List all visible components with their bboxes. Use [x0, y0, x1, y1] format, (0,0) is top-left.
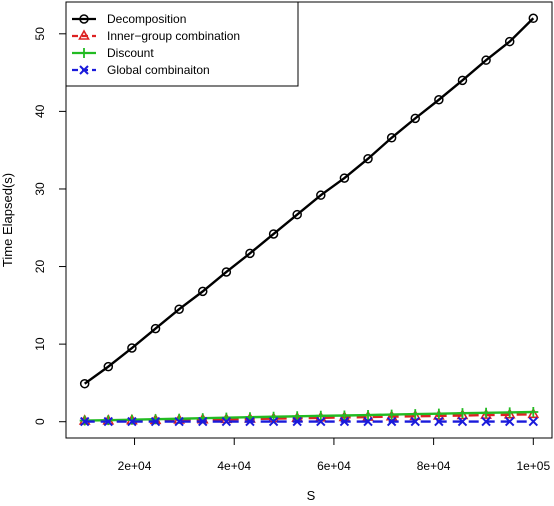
data-point: [316, 416, 326, 427]
series-line: [84, 413, 534, 423]
y-tick-label: 20: [33, 260, 47, 274]
data-point: [410, 409, 421, 420]
data-point: [481, 407, 492, 418]
data-point: [103, 416, 114, 427]
legend-box: [65, 1, 299, 87]
data-point: [150, 416, 161, 427]
legend-label: Decomposition: [107, 12, 186, 26]
data-point: [268, 416, 279, 427]
data-point: [127, 416, 137, 427]
data-point: [504, 407, 515, 418]
data-point: [339, 416, 350, 427]
y-tick-label: 30: [33, 182, 47, 196]
legend-item: Decomposition: [72, 12, 186, 26]
data-point: [197, 286, 208, 297]
legend: Decomposition Inner−group combination Disc…: [65, 1, 299, 87]
data-point: [198, 416, 208, 427]
y-tick-label: 50: [33, 27, 47, 41]
y-tick-label: 40: [33, 104, 47, 118]
legend-item: Global combinaiton: [72, 63, 210, 77]
data-point: [410, 416, 420, 427]
data-point: [481, 416, 491, 427]
y-axis-title: Time Elapsed(s): [0, 173, 15, 267]
data-point: [315, 410, 326, 421]
x-tick-label: 6e+04: [317, 459, 351, 473]
data-point: [79, 416, 90, 427]
data-point: [150, 323, 161, 334]
data-point: [292, 209, 302, 220]
data-point: [268, 411, 279, 422]
data-point: [456, 408, 469, 420]
series-0: [79, 13, 539, 389]
y-tick-label: 0: [33, 418, 47, 425]
data-point: [363, 416, 373, 427]
x-tick-label: 4e+04: [217, 459, 251, 473]
data-point: [292, 411, 303, 422]
data-point: [503, 408, 516, 419]
data-point: [528, 416, 539, 427]
legend-label: Discount: [107, 46, 154, 60]
data-point: [457, 75, 468, 86]
data-point: [481, 55, 491, 65]
x-tick-label: 2e+04: [118, 459, 152, 473]
legend-marker: [79, 14, 89, 24]
data-point: [480, 408, 492, 419]
x-axis-title: S: [307, 488, 316, 503]
data-point: [221, 267, 232, 277]
data-point: [457, 416, 468, 427]
legend-label: Inner−group combination: [107, 29, 240, 43]
legend-item: Inner−group combination: [72, 29, 240, 43]
axis-ticks: 2e+04 4e+04 6e+04 8e+04 1e+05 0 10 20 30 40 50: [33, 27, 550, 473]
plot-area: [65, 1, 553, 439]
data-point: [363, 153, 373, 164]
data-point: [127, 343, 137, 353]
x-tick-label: 1e+05: [516, 459, 550, 473]
x-tick-label: 8e+04: [417, 459, 451, 473]
data-point: [527, 407, 540, 419]
data-point: [386, 416, 397, 427]
data-point: [245, 416, 255, 427]
data-point: [268, 229, 279, 239]
data-point: [103, 361, 114, 372]
data-point: [245, 248, 255, 259]
data-point: [457, 408, 468, 419]
data-point: [434, 95, 444, 105]
legend-item: Discount: [72, 46, 154, 60]
data-point: [79, 378, 90, 389]
data-point: [316, 190, 326, 200]
legend-label: Global combinaiton: [107, 63, 210, 77]
legend-marker: [79, 65, 89, 75]
data-point: [339, 173, 350, 183]
data-point: [433, 408, 444, 419]
legend-marker: [78, 29, 90, 40]
data-point: [528, 13, 539, 24]
data-point: [504, 416, 515, 427]
data-point: [504, 36, 515, 47]
data-point: [434, 416, 444, 427]
data-point: [432, 409, 445, 420]
data-point: [410, 113, 421, 124]
data-point: [386, 133, 397, 143]
data-point: [126, 414, 137, 425]
data-point: [292, 416, 302, 427]
series-layer: [78, 13, 540, 427]
data-point: [339, 410, 350, 421]
legend-marker: [79, 48, 89, 58]
series-line: [83, 17, 535, 385]
series-3: [79, 416, 539, 427]
data-point: [221, 416, 232, 427]
data-point: [363, 410, 374, 421]
data-point: [386, 409, 397, 420]
data-point: [174, 304, 184, 314]
data-point: [174, 416, 184, 427]
y-tick-label: 10: [33, 337, 47, 351]
data-point: [528, 407, 539, 418]
